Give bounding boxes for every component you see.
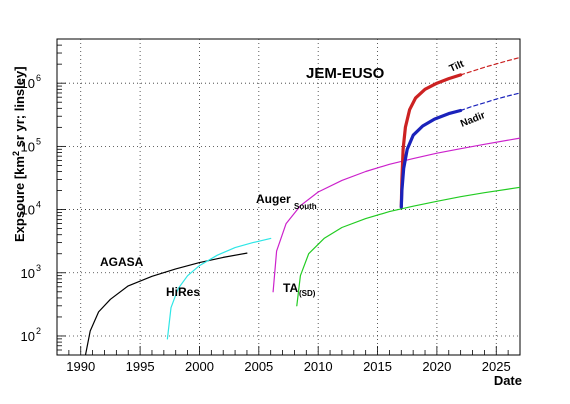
series-label-ta: TA xyxy=(283,281,298,295)
y-tick-label-100: 10 xyxy=(21,329,35,344)
series-line-hires xyxy=(166,237,272,340)
y-tick-label-exp-100000: 5 xyxy=(36,136,41,146)
series-line-tilt_ext xyxy=(460,56,520,76)
series-line-auger xyxy=(272,137,520,293)
x-tick-label-1995: 1995 xyxy=(126,359,155,374)
y-tick-label-exp-100: 2 xyxy=(36,326,41,336)
axis-ticks xyxy=(56,38,521,356)
y-axis-title: Expsoure [km2 sr yr; linsley] xyxy=(11,66,27,242)
chart-title: JEM-EUSO xyxy=(306,65,385,82)
x-tick-label-2025: 2025 xyxy=(482,359,511,374)
x-tick-label-2015: 2015 xyxy=(363,359,392,374)
plot-frame xyxy=(56,38,521,356)
series-label-auger: Auger xyxy=(256,192,291,206)
y-tick-label-exp-10000: 4 xyxy=(36,200,41,210)
series-label-sub-auger: South xyxy=(294,202,317,211)
series-lines xyxy=(84,56,520,355)
x-tick-label-1990: 1990 xyxy=(66,359,95,374)
x-tick-label-2010: 2010 xyxy=(304,359,333,374)
series-line-agasa xyxy=(84,252,248,355)
series-line-tilt xyxy=(399,73,463,209)
y-tick-label-exp-1000: 3 xyxy=(36,263,41,273)
x-tick-label-2000: 2000 xyxy=(185,359,214,374)
y-tick-label-1000: 10 xyxy=(21,266,35,281)
series-line-ta xyxy=(296,186,520,307)
series-line-nadir_ext xyxy=(460,92,520,112)
series-label-hires: HiRes xyxy=(166,285,200,299)
y-tick-label-1000000: 10 xyxy=(21,76,35,91)
series-line-nadir xyxy=(399,108,463,209)
series-label-sub-ta: (SD) xyxy=(299,289,316,298)
x-tick-label-2005: 2005 xyxy=(244,359,273,374)
y-tick-label-10000: 10 xyxy=(21,203,35,218)
y-tick-label-100000: 10 xyxy=(21,139,35,154)
x-tick-label-2020: 2020 xyxy=(422,359,451,374)
series-label-agasa: AGASA xyxy=(100,255,144,269)
grid-lines xyxy=(57,39,520,355)
y-tick-label-exp-1000000: 6 xyxy=(36,73,41,83)
x-axis-title: Date xyxy=(494,373,522,388)
plot-border xyxy=(56,38,521,356)
